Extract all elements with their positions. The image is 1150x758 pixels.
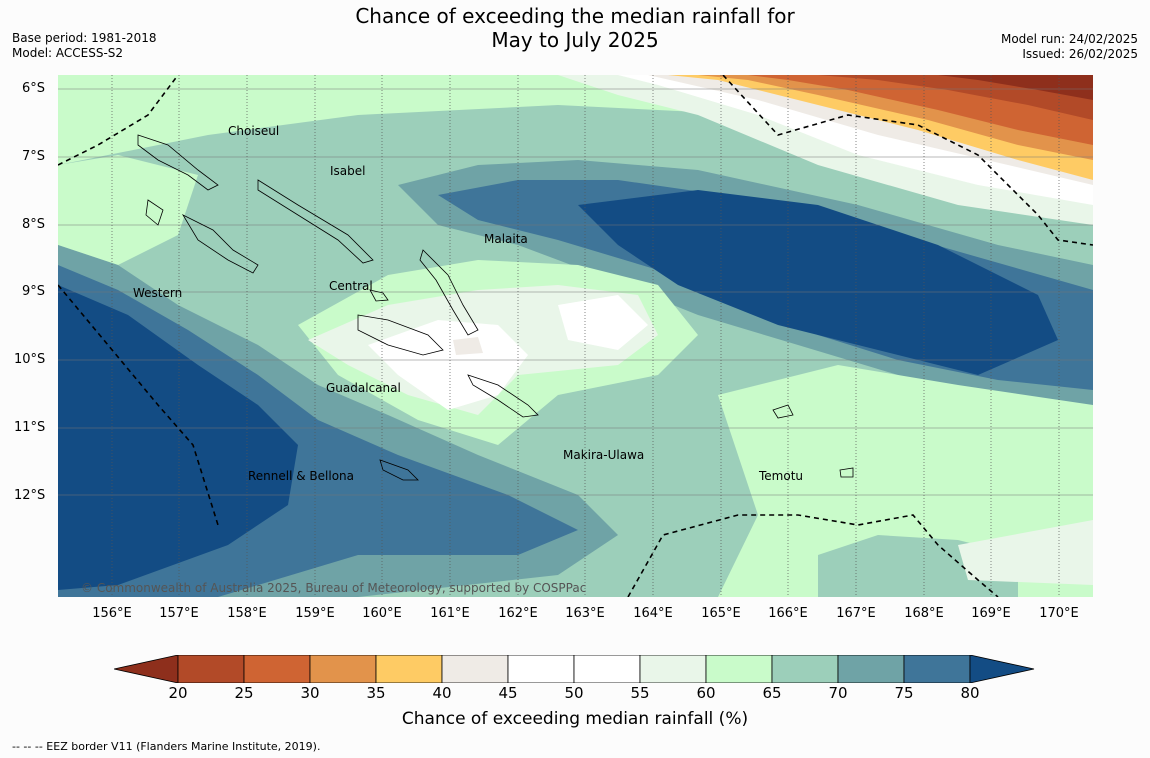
makira-island [467,374,539,418]
lat-label: 11°S [14,420,46,435]
colorbar-tick-label: 20 [168,684,188,702]
colorbar-tick-label: 25 [234,684,254,702]
contour-above-80-sw [58,285,298,590]
malaita-island [419,249,479,336]
region-makira-ulawa: Makira-Ulawa [563,448,644,462]
contour-60-65-west [58,155,198,265]
temotu-islet [839,467,854,478]
region-isabel: Isabel [330,164,365,178]
issued-date: Issued: 26/02/2025 [1022,47,1138,61]
base-period: Base period: 1981-2018 [12,31,157,45]
region-malaita: Malaita [484,232,528,246]
colorbar-tick-label: 65 [762,684,782,702]
guadalcanal-island [357,314,444,356]
contour-40-45-central [453,337,483,355]
rainfall-map: Choiseul Isabel Malaita Central Western … [58,75,1093,597]
lon-label: 169°E [971,606,1011,621]
region-central: Central [329,279,373,293]
colorbar-tick-label: 80 [960,684,980,702]
colorbar-tick-label: 60 [696,684,716,702]
colorbar-segment [441,655,509,683]
lon-label: 170°E [1039,606,1079,621]
colorbar-title: Chance of exceeding median rainfall (%) [401,709,749,729]
contour-below-20-ne [938,75,1093,100]
colorbar-segment [507,655,575,683]
lon-label: 165°E [701,606,741,621]
colorbar-segment [243,655,311,683]
region-guadalcanal: Guadalcanal [326,381,401,395]
colorbar-tick-label: 40 [432,684,452,702]
santa-cruz-island [772,404,794,419]
isabel-island [257,179,374,264]
contour-45-55-central [368,320,528,410]
model-name: Model: ACCESS-S2 [12,46,124,60]
islands [137,134,854,481]
colorbar-segment [375,655,443,683]
colorbar-tick-label: 35 [366,684,386,702]
lat-label: 9°S [22,284,46,299]
region-temotu: Temotu [758,469,803,483]
colorbar-segment [837,655,905,683]
lon-label: 164°E [633,606,673,621]
map-grid [58,88,1093,496]
colorbar-tick-label: 50 [564,684,584,702]
colorbar-segment [771,655,839,683]
region-choiseul: Choiseul [228,124,279,138]
contour-45-55-malaita [558,295,648,350]
colorbar-segment [705,655,773,683]
colorbar-extend-low [114,655,179,683]
meta-right: Model run: 24/02/2025 Issued: 26/02/2025 [1001,32,1138,62]
lon-label: 156°E [92,606,132,621]
colorbar-extend-high [969,655,1035,683]
colorbar-tick-label: 45 [498,684,518,702]
model-run: Model run: 24/02/2025 [1000,32,1138,46]
contour-above-80-east [578,190,1058,375]
choiseul-island [137,134,219,191]
lon-label: 167°E [836,606,876,621]
colorbar-segment [639,655,707,683]
lon-label: 166°E [768,606,808,621]
colorbar-tick-label: 70 [828,684,848,702]
lon-label: 162°E [498,606,538,621]
colorbar-tick-label: 30 [300,684,320,702]
lat-label: 8°S [22,217,46,232]
copyright-notice: © Commonwealth of Australia 2025, Bureau… [81,581,586,595]
colorbar [114,655,1035,683]
lon-label: 163°E [565,606,605,621]
colorbar-segment [177,655,245,683]
lat-label: 7°S [22,149,46,164]
map-title: Chance of exceeding the median rainfall … [0,4,1150,52]
rennell-island [379,459,419,481]
lon-label: 158°E [227,606,267,621]
lon-label: 168°E [904,606,944,621]
lat-label: 6°S [22,81,46,96]
contour-55-60-se [958,520,1093,585]
title-line-2: May to July 2025 [491,28,659,52]
central-islands [369,289,389,302]
vella-lavella [145,199,164,226]
new-georgia-islands [181,214,259,274]
eez-border [58,75,1093,597]
region-western: Western [133,286,182,300]
colorbar-tick-label: 55 [630,684,650,702]
lon-label: 160°E [362,606,402,621]
colorbar-segment [573,655,641,683]
eez-legend: -- -- -- EEZ border V11 (Flanders Marine… [12,740,321,753]
meta-left: Base period: 1981-2018 Model: ACCESS-S2 [12,31,157,61]
lon-label: 161°E [430,606,470,621]
lat-label: 12°S [14,488,46,503]
colorbar-segment [903,655,971,683]
colorbar-tick-label: 75 [894,684,914,702]
title-line-1: Chance of exceeding the median rainfall … [355,4,795,28]
lat-label: 10°S [14,352,46,367]
map-meridians [111,75,1060,597]
region-rennell-bellona: Rennell & Bellona [248,469,354,483]
lon-label: 159°E [295,606,335,621]
colorbar-segment [309,655,377,683]
lon-label: 157°E [159,606,199,621]
